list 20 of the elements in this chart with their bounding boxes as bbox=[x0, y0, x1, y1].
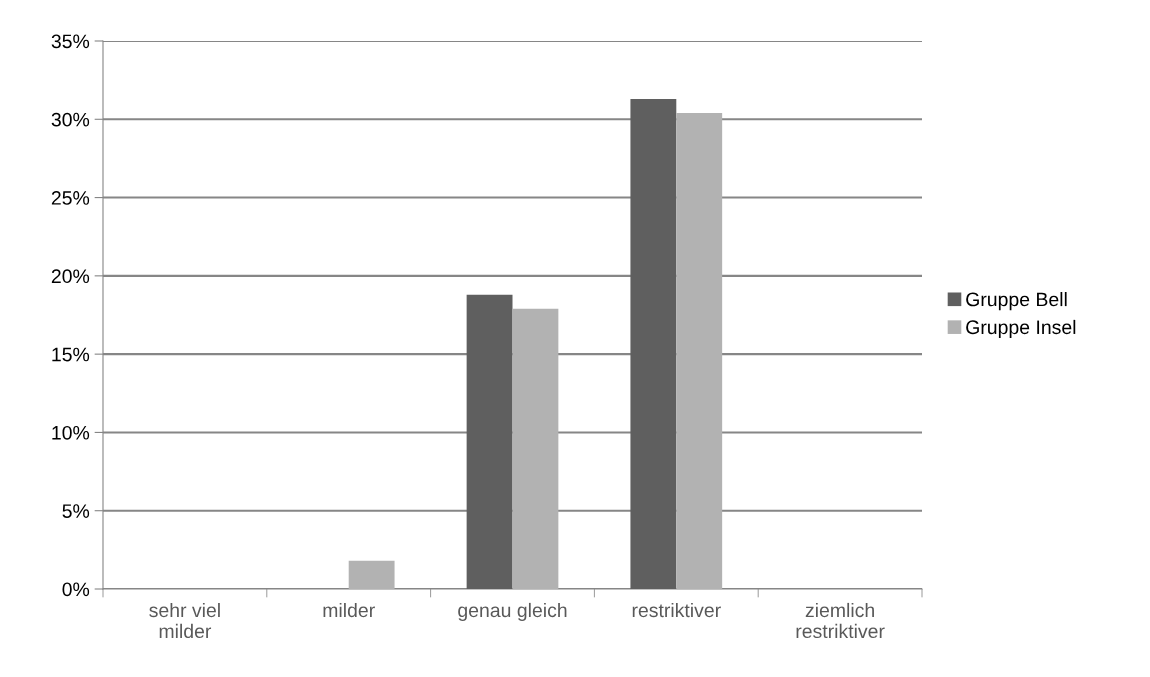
bar bbox=[630, 98, 677, 589]
bar bbox=[676, 113, 723, 589]
y-tick-label: 35% bbox=[51, 34, 90, 49]
bar bbox=[348, 560, 395, 589]
y-tick-label: 15% bbox=[52, 347, 90, 362]
legend-label: Gruppe Bell bbox=[966, 292, 1067, 311]
y-tick-label: 25% bbox=[51, 191, 90, 205]
x-tick-label: genau gleich bbox=[458, 602, 567, 622]
y-tick-label: 30% bbox=[51, 112, 90, 127]
bar bbox=[512, 308, 559, 589]
y-tick-label: 5% bbox=[62, 504, 90, 518]
x-tick-label: milder bbox=[323, 602, 375, 618]
y-tick-label: 10% bbox=[52, 425, 90, 440]
x-tick-label: restriktiver bbox=[632, 602, 721, 618]
y-tick-label: 0% bbox=[62, 582, 90, 597]
y-tick-label: 20% bbox=[51, 269, 90, 284]
x-tick-label: ziemlich restriktiver bbox=[796, 602, 885, 639]
x-tick-label: sehr viel milder bbox=[149, 602, 220, 639]
legend-label: Gruppe Insel bbox=[966, 319, 1076, 338]
bar bbox=[466, 294, 513, 589]
